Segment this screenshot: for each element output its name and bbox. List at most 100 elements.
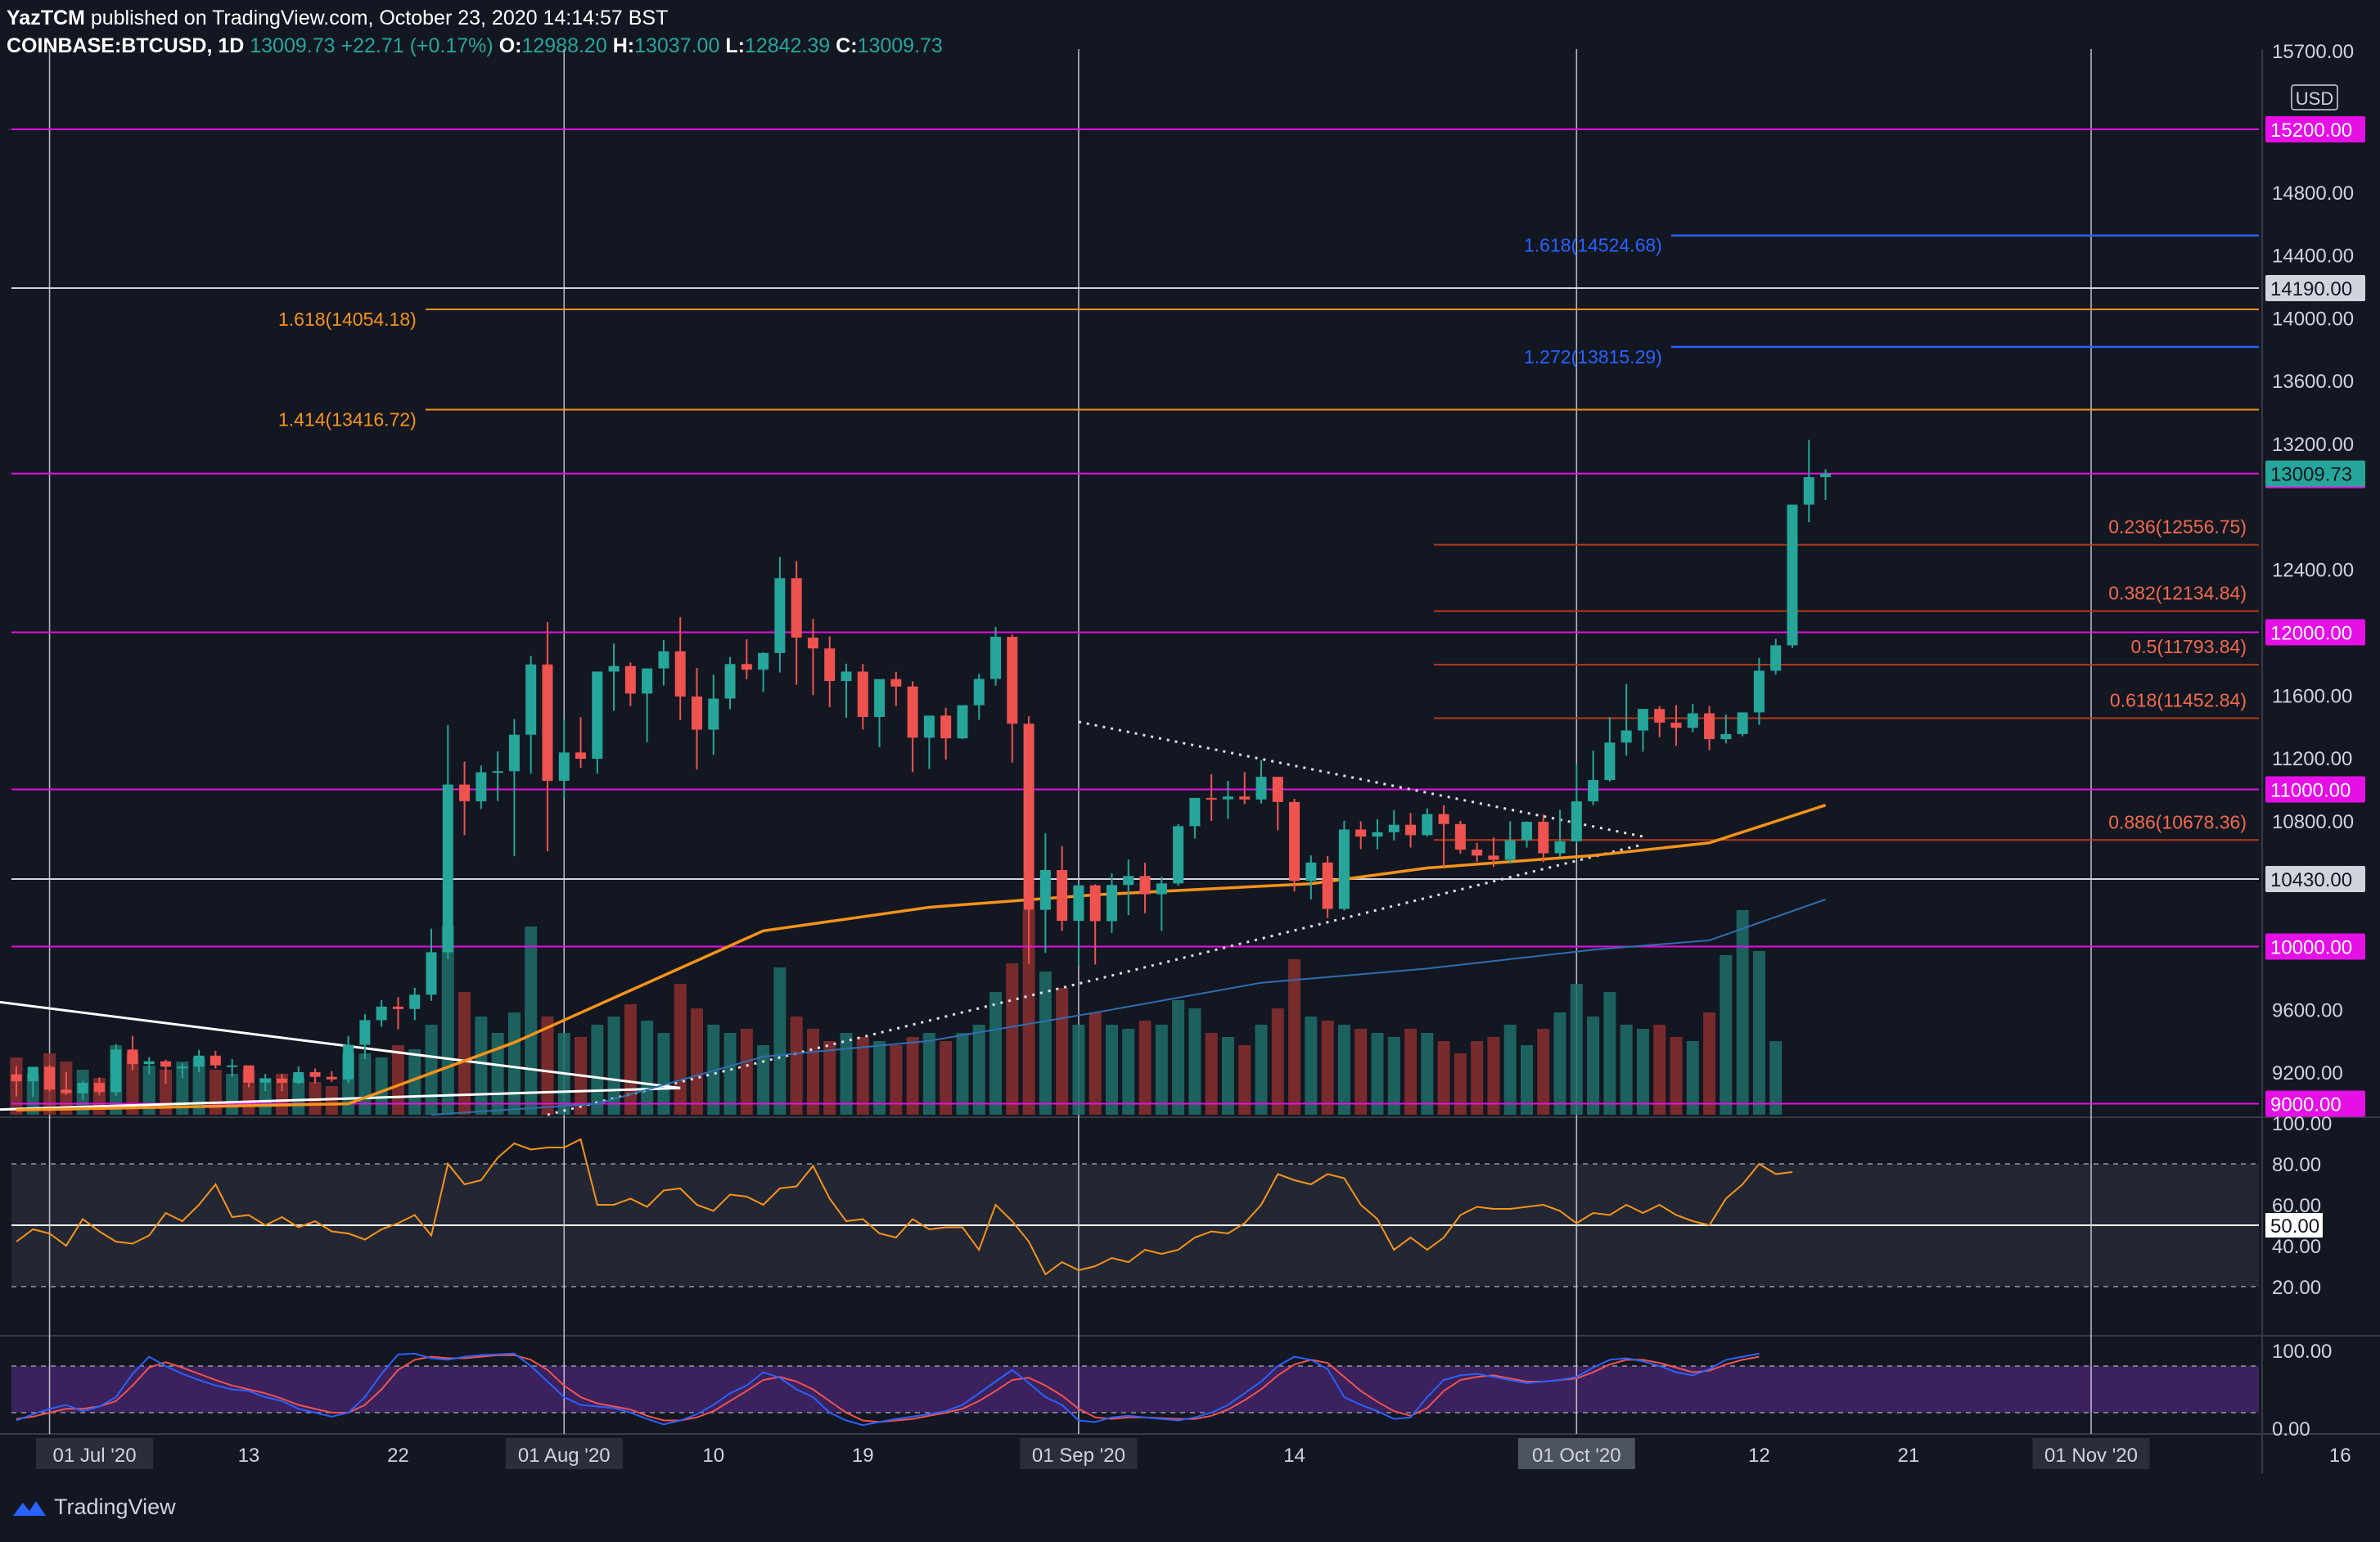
candle-body — [1206, 797, 1217, 800]
candle-body — [774, 578, 786, 653]
stoch-tick-1: 0.00 — [2272, 1418, 2310, 1441]
price-tick-6: 11200.00 — [2272, 748, 2352, 770]
candle-body — [1156, 883, 1167, 895]
candle-body — [1057, 870, 1068, 922]
volume-bar — [806, 1029, 819, 1115]
volume-bar — [507, 1012, 521, 1115]
price-tick-4: 10800.00 — [2272, 811, 2354, 833]
candle-body — [1106, 885, 1117, 922]
volume-bar — [1039, 972, 1052, 1115]
price-tag-5: 11000.00 — [2270, 780, 2351, 802]
price-tag-bg-5 — [2265, 776, 2365, 803]
volume-bar — [1636, 1029, 1649, 1115]
rsi-tag-bg — [2265, 1213, 2323, 1238]
candle-body — [1372, 832, 1383, 837]
rsi-line — [16, 1138, 1793, 1276]
candle-body — [177, 1066, 188, 1069]
tradingview-logo-icon — [13, 1500, 46, 1516]
volume-bar — [1155, 1025, 1168, 1115]
price-tick-7: 11600.00 — [2272, 685, 2352, 707]
candle-body — [1422, 814, 1433, 836]
volume-bar — [525, 927, 538, 1115]
rsi-tick-1: 80.00 — [2272, 1154, 2321, 1176]
volume-bar — [922, 1033, 935, 1115]
price-tag-8: 12000.00 — [2270, 622, 2352, 644]
volume-bar — [790, 1017, 803, 1115]
volume-bar — [1022, 910, 1035, 1115]
volume-bar — [1720, 955, 1733, 1115]
candle-body — [392, 1006, 403, 1009]
candle-body — [791, 578, 802, 638]
published-text: published on TradingView.com, October 23… — [90, 7, 669, 29]
volume-bar — [1769, 1041, 1783, 1115]
date-label-1: 13 — [238, 1445, 260, 1467]
author-name[interactable]: YazTCM — [7, 7, 85, 29]
date-label-7: 14 — [1283, 1445, 1305, 1467]
candle-body — [1089, 885, 1101, 922]
tradingview-brand[interactable]: TradingView — [11, 1495, 176, 1520]
volume-bar — [1620, 1025, 1633, 1115]
candle-body — [691, 697, 702, 730]
volume-bar — [906, 1037, 919, 1115]
candle-body — [890, 679, 902, 687]
rsi-tick-5: 20.00 — [2272, 1277, 2321, 1299]
candle-body — [1554, 841, 1566, 854]
candle-body — [1571, 801, 1582, 841]
candle-body — [44, 1066, 56, 1090]
price-tag-11: 13009.73 — [2270, 464, 2352, 486]
candle-body — [658, 651, 669, 669]
candle-body — [1472, 850, 1483, 856]
trend-line-1 — [0, 1086, 681, 1111]
candle-body — [409, 994, 421, 1009]
symbol-label[interactable]: COINBASE:BTCUSD, 1D — [7, 34, 245, 57]
date-label-6: 01 Sep '20 — [1032, 1445, 1125, 1467]
price-tick-14: 14000.00 — [2272, 308, 2354, 330]
candle-body — [1737, 712, 1748, 734]
currency-badge-bg — [2291, 84, 2338, 110]
candle-body — [1687, 713, 1698, 728]
candle-body — [1753, 670, 1765, 713]
candle-body — [459, 784, 471, 801]
candle-body — [542, 664, 553, 781]
fib-ext-blue-label-1: 1.272(13815.29) — [1524, 346, 1662, 367]
volume-bar — [375, 1057, 388, 1115]
candle-body — [1289, 801, 1300, 881]
volume-bar — [408, 1049, 421, 1115]
volume-bar — [1205, 1033, 1218, 1115]
candle-body — [592, 671, 603, 760]
volume-bar — [192, 1057, 205, 1115]
date-label-2: 22 — [387, 1445, 409, 1467]
candle-body — [27, 1066, 38, 1082]
fib-retrace-label-4: 0.886(10678.36) — [2108, 811, 2247, 832]
ohlc-line: COINBASE:BTCUSD, 1D 13009.73 +22.71 (+0.… — [7, 34, 943, 58]
volume-bar — [1421, 1033, 1434, 1115]
candle-body — [343, 1044, 354, 1080]
price-tag-18: 15200.00 — [2270, 119, 2352, 142]
volume-bar — [1537, 1029, 1550, 1115]
volume-bar — [840, 1033, 853, 1115]
candle-body — [1239, 796, 1251, 800]
close-key: C: — [836, 34, 858, 57]
price-tag-bg-3 — [2265, 865, 2365, 892]
volume-bar — [1487, 1037, 1500, 1115]
price-tag-3: 10430.00 — [2270, 869, 2352, 891]
volume-bar — [541, 1017, 554, 1115]
candle-body — [243, 1065, 255, 1083]
candle-body — [426, 952, 437, 995]
volume-bar — [176, 1062, 189, 1115]
candle-body — [1604, 742, 1616, 780]
candle-body — [841, 671, 852, 682]
volume-bar — [1355, 1029, 1368, 1115]
date-tag-bg-8 — [1517, 1438, 1635, 1469]
volume-bar — [873, 1041, 886, 1115]
candle-body — [1189, 797, 1201, 827]
candle-body — [276, 1078, 287, 1084]
volume-bar — [890, 1045, 903, 1115]
stoch-k-line — [16, 1352, 1760, 1427]
volume-bar — [1072, 1025, 1085, 1115]
date-tag-bg-6 — [1020, 1438, 1138, 1469]
volume-bar — [1105, 1025, 1118, 1115]
date-label-11: 01 Nov '20 — [2044, 1445, 2138, 1467]
candle-body — [558, 752, 570, 781]
